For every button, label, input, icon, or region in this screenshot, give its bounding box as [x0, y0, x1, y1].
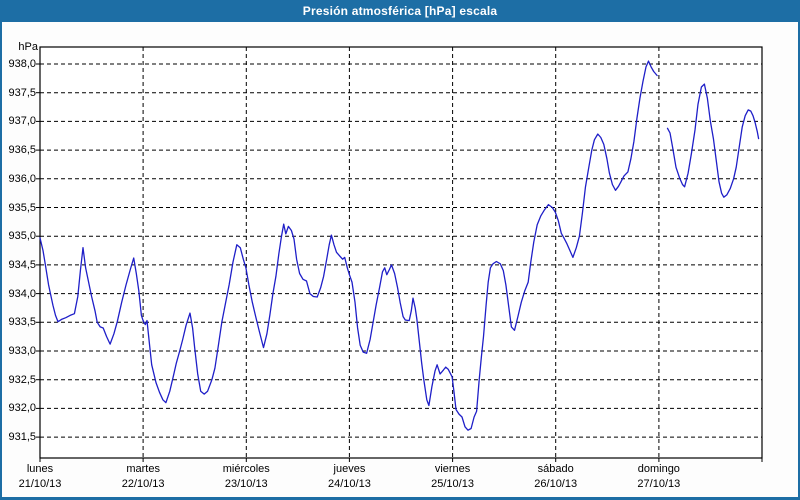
y-axis-tick-label: 932,5	[8, 373, 36, 386]
x-axis-day-date: 21/10/13	[18, 478, 62, 490]
x-axis-day-name: viernes	[434, 463, 471, 475]
y-axis-tick-label: 933,0	[8, 345, 36, 357]
y-axis-tick-label: 938,0	[8, 58, 36, 70]
y-axis-tick-label: 932,0	[8, 402, 36, 415]
y-axis-tick-label: 933,5	[8, 316, 36, 329]
y-axis-tick-label: 931,5	[8, 431, 36, 444]
pressure-series-line	[666, 83, 760, 198]
x-axis-day-name: domingo	[637, 463, 680, 475]
y-axis-tick-label: 937,5	[8, 86, 36, 99]
x-axis-day-name: sábado	[537, 463, 574, 475]
chart-title-bar: Presión atmosférica [hPa] escala	[0, 0, 800, 22]
x-axis-day-date: 27/10/13	[637, 478, 681, 490]
x-axis-day-date: 22/10/13	[121, 478, 165, 490]
y-axis-tick-label: 935,5	[8, 201, 36, 214]
x-axis-day-name: miércoles	[222, 463, 270, 475]
x-axis-day-date: 25/10/13	[431, 478, 474, 490]
chart-title: Presión atmosférica [hPa] escala	[302, 4, 498, 18]
y-axis-tick-label: 937,0	[8, 115, 36, 128]
x-axis-day-date: 23/10/13	[224, 478, 268, 490]
y-axis-tick-label: 934,0	[8, 287, 36, 300]
x-axis-day-date: 26/10/13	[534, 478, 578, 490]
y-axis-unit-label: hPa	[18, 41, 38, 53]
y-axis-tick-label: 934,5	[8, 258, 36, 271]
x-axis-day-name: jueves	[333, 463, 366, 475]
y-axis-tick-label: 936,0	[8, 172, 36, 185]
pressure-series-line	[39, 60, 658, 431]
x-axis-day-date: 24/10/13	[328, 478, 371, 490]
x-axis-day-name: lunes	[26, 463, 54, 475]
y-axis-tick-label: 935,0	[8, 230, 36, 243]
y-axis-tick-label: 936,5	[8, 144, 36, 157]
x-axis-day-name: martes	[126, 463, 160, 475]
